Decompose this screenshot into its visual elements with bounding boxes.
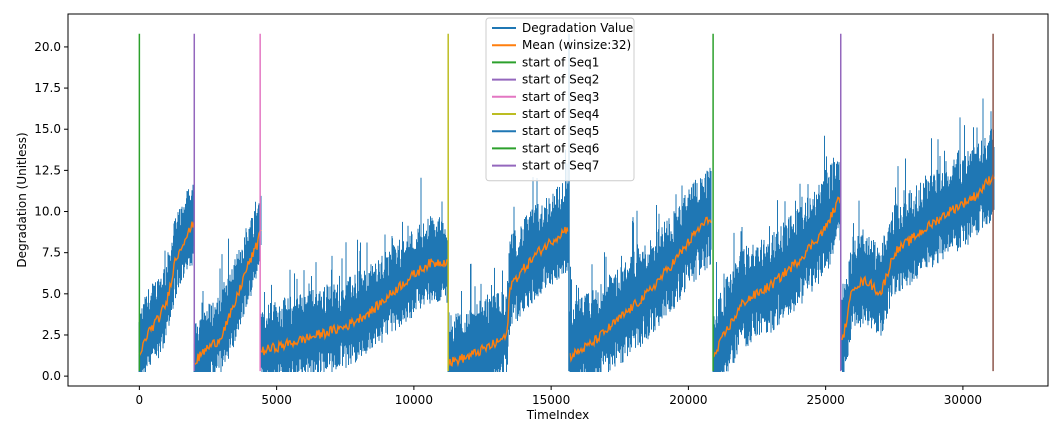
plot-area bbox=[138, 33, 995, 372]
mean-line-segment-2 bbox=[193, 229, 262, 366]
legend-item-label: Mean (winsize:32) bbox=[522, 38, 631, 52]
y-tick-label: 17.5 bbox=[34, 81, 61, 95]
y-tick-label: 2.5 bbox=[42, 328, 61, 342]
legend: Degradation Value Mean (winsize:32) start … bbox=[485, 17, 635, 182]
y-tick-label: 12.5 bbox=[34, 163, 61, 177]
x-tick-label: 5000 bbox=[261, 393, 292, 407]
y-axis-label: Degradation (Unitless) bbox=[15, 132, 29, 267]
mean-line-segment-5 bbox=[569, 216, 712, 363]
y-tick-label: 10.0 bbox=[34, 205, 61, 219]
mean-line-segment-4 bbox=[447, 226, 569, 368]
x-tick-label: 15000 bbox=[532, 393, 570, 407]
legend-item-label: start of Seq3 bbox=[522, 90, 599, 104]
legend-item-label: start of Seq1 bbox=[522, 55, 599, 69]
legend-item-label: start of Seq5 bbox=[522, 124, 599, 138]
x-tick-label: 25000 bbox=[807, 393, 845, 407]
legend-item-label: start of Seq6 bbox=[522, 141, 599, 155]
x-axis: 0 5000 10000 15000 20000 25000 30000 bbox=[136, 386, 982, 407]
mean-line-segment-6 bbox=[712, 196, 841, 358]
y-axis: 0.0 2.5 5.0 7.5 10.0 12.5 15.0 17.5 20.0 bbox=[34, 40, 68, 383]
y-tick-label: 15.0 bbox=[34, 122, 61, 136]
x-tick-label: 30000 bbox=[944, 393, 982, 407]
legend-box bbox=[485, 17, 635, 182]
axes-frame bbox=[67, 13, 1049, 387]
legend-item-label: start of Seq7 bbox=[522, 159, 599, 173]
y-tick-label: 0.0 bbox=[42, 369, 61, 383]
x-tick-label: 0 bbox=[136, 393, 144, 407]
legend-item-label: start of Seq2 bbox=[522, 73, 599, 87]
legend-item-label: Degradation Value bbox=[522, 21, 633, 35]
degradation-value-segment-5 bbox=[569, 167, 712, 372]
x-tick-label: 10000 bbox=[395, 393, 433, 407]
legend-item-label: start of Seq4 bbox=[522, 107, 599, 121]
mean-line-segment-1 bbox=[138, 221, 195, 356]
y-tick-label: 5.0 bbox=[42, 287, 61, 301]
y-tick-label: 20.0 bbox=[34, 40, 61, 54]
y-tick-label: 7.5 bbox=[42, 246, 61, 260]
x-tick-label: 20000 bbox=[669, 393, 707, 407]
x-axis-label: TimeIndex bbox=[526, 408, 589, 422]
mean-line-segment-7 bbox=[841, 174, 995, 341]
mean-line-segment-3 bbox=[260, 258, 448, 356]
